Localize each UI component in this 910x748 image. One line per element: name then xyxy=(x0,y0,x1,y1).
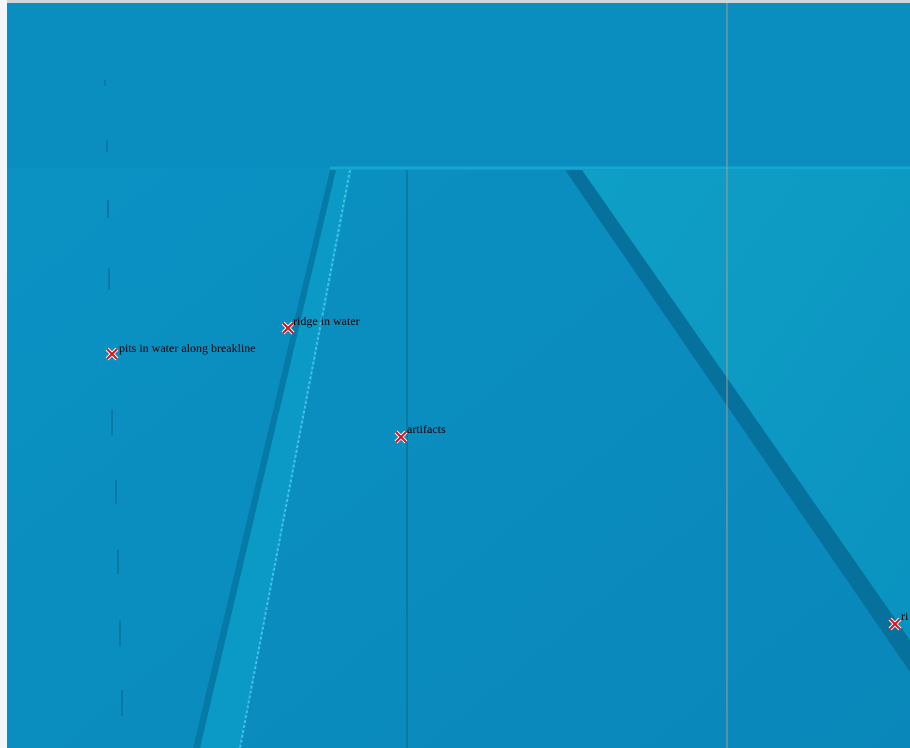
marker[interactable]: artifacts xyxy=(394,422,446,444)
left-border xyxy=(0,0,7,748)
marker-label: ri xyxy=(901,609,909,623)
marker[interactable]: pits in water along breakline xyxy=(105,341,256,361)
shelf-shadow xyxy=(565,170,910,672)
marker-label: artifacts xyxy=(407,422,446,436)
marker[interactable]: ridge in water xyxy=(281,314,360,335)
ridge-shadow xyxy=(193,170,336,748)
ridge-edge xyxy=(239,169,351,748)
upper-terrain xyxy=(0,0,910,168)
marker[interactable]: ri xyxy=(888,609,909,631)
pit-row xyxy=(104,80,123,716)
top-border xyxy=(0,0,910,3)
marker-label: ridge in water xyxy=(293,314,360,328)
marker-label: pits in water along breakline xyxy=(119,341,256,355)
